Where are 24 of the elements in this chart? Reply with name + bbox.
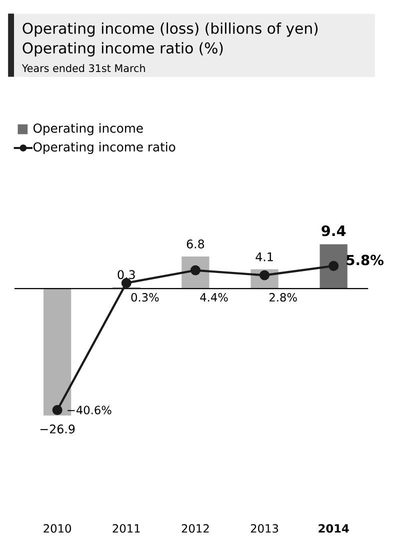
data-label: 9.4 [322,225,346,236]
legend-label: Operating income ratio [34,142,176,154]
data-label: 2.8% [270,293,298,302]
x-tick-label: 2013 [251,524,278,533]
point [260,270,270,280]
data-label: 4.1 [256,252,274,262]
point [328,260,339,271]
x-tick-label: 2010 [44,524,72,533]
data-label: 0.3 [118,270,136,280]
legend-label: Operating income [34,123,144,136]
data-label: 0.3% [131,293,159,302]
data-label: 6.8 [187,239,204,248]
x-tick-label: 2014 [318,524,350,533]
data-label: 4.4% [200,293,228,302]
chart-title: Operating income (loss) (billions of yen) [22,22,318,37]
x-tick-label: 2012 [182,524,209,533]
point [190,265,201,276]
data-label: −26.9 [40,424,75,434]
data-label: −40.6% [68,406,112,414]
chart-subtitle: Operating income ratio (%) [22,42,223,56]
text: Years ended 31st March [22,64,146,72]
bar [320,244,348,289]
x-tick-label: 2011 [112,524,140,533]
point [52,404,63,416]
